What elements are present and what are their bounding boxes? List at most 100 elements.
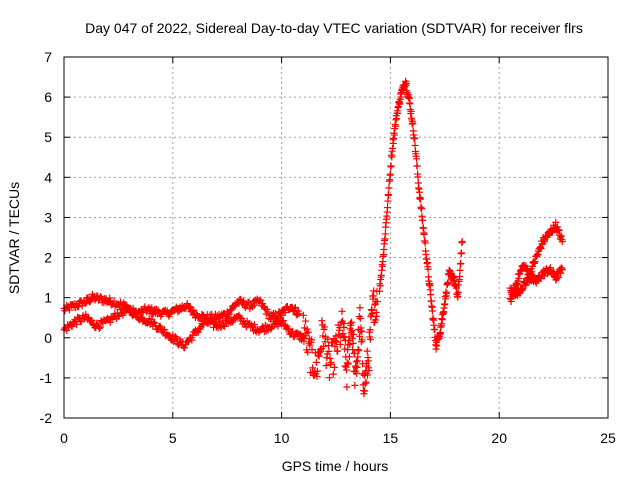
data-point xyxy=(358,328,366,336)
y-tick-label: 2 xyxy=(44,250,52,266)
data-point xyxy=(376,287,384,295)
data-point xyxy=(304,328,312,336)
data-point xyxy=(240,297,248,305)
data-point xyxy=(343,359,351,367)
data-point xyxy=(331,343,339,351)
data-point xyxy=(415,188,423,196)
data-point xyxy=(364,357,372,365)
data-point xyxy=(271,309,279,317)
chart-title: Day 047 of 2022, Sidereal Day-to-day VTE… xyxy=(85,20,583,36)
x-tick-label: 25 xyxy=(600,430,616,446)
data-point xyxy=(366,335,374,343)
data-point xyxy=(373,312,381,320)
data-point xyxy=(68,323,76,331)
data-point xyxy=(427,291,435,299)
data-point xyxy=(330,363,338,371)
data-point xyxy=(432,345,440,353)
x-tick-label: 5 xyxy=(169,430,177,446)
data-point xyxy=(312,358,320,366)
data-point xyxy=(373,298,381,306)
data-point xyxy=(345,353,353,361)
data-point xyxy=(450,274,458,282)
data-point xyxy=(308,336,316,344)
data-point xyxy=(349,339,357,347)
y-tick-label: -1 xyxy=(40,370,53,386)
data-point xyxy=(333,338,341,346)
data-point xyxy=(133,310,141,318)
data-point xyxy=(343,383,351,391)
data-point xyxy=(537,245,545,253)
data-point xyxy=(319,343,327,351)
data-point xyxy=(334,347,342,355)
data-point xyxy=(389,144,397,152)
data-point xyxy=(391,122,399,130)
data-point xyxy=(402,79,410,87)
data-point xyxy=(433,342,441,350)
data-point xyxy=(444,278,452,286)
data-point xyxy=(381,230,389,238)
data-point xyxy=(346,341,354,349)
data-point xyxy=(420,230,428,238)
data-point xyxy=(324,335,332,343)
data-point xyxy=(172,334,180,342)
data-point xyxy=(385,191,393,199)
data-point xyxy=(385,184,393,192)
data-point xyxy=(250,301,258,309)
data-point xyxy=(456,266,464,274)
data-point xyxy=(326,354,334,362)
data-point xyxy=(442,295,450,303)
data-point xyxy=(354,346,362,354)
y-tick-label: -2 xyxy=(40,410,53,426)
data-point xyxy=(348,335,356,343)
data-point xyxy=(407,107,415,115)
data-point xyxy=(291,305,299,313)
data-point xyxy=(365,367,373,375)
data-point xyxy=(428,307,436,315)
data-point xyxy=(348,327,356,335)
data-point xyxy=(299,311,307,319)
data-point xyxy=(356,314,364,322)
data-point xyxy=(172,333,180,341)
data-point xyxy=(343,366,351,374)
data-point xyxy=(278,311,286,319)
data-point xyxy=(161,326,169,334)
data-point xyxy=(314,367,322,375)
data-point xyxy=(361,380,369,388)
data-point xyxy=(419,216,427,224)
data-point xyxy=(417,195,425,203)
data-point xyxy=(357,338,365,346)
data-point xyxy=(308,346,316,354)
y-tick-label: 5 xyxy=(44,129,52,145)
data-point xyxy=(418,205,426,213)
data-point xyxy=(411,134,419,142)
x-tick-label: 20 xyxy=(491,430,507,446)
data-point xyxy=(95,324,103,332)
data-point xyxy=(215,318,223,326)
x-axis-label: GPS time / hours xyxy=(282,458,389,474)
data-point xyxy=(558,266,566,274)
data-point xyxy=(431,325,439,333)
axis-ticks: 0 5 10 15 20 25 -2 -1 0 1 2 3 4 5 6 7 xyxy=(40,49,616,446)
data-point xyxy=(327,359,335,367)
data-point xyxy=(303,325,311,333)
data-point xyxy=(106,294,114,302)
data-point xyxy=(291,303,299,311)
data-point xyxy=(456,273,464,281)
data-point xyxy=(386,170,394,178)
data-point xyxy=(340,323,348,331)
data-point xyxy=(277,312,285,320)
x-tick-label: 0 xyxy=(60,430,68,446)
data-point xyxy=(356,332,364,340)
data-point xyxy=(364,371,372,379)
data-point xyxy=(411,141,419,149)
y-tick-label: 0 xyxy=(44,330,52,346)
data-point xyxy=(361,387,369,395)
y-tick-label: 6 xyxy=(44,89,52,105)
data-point xyxy=(188,336,196,344)
data-point xyxy=(201,314,209,322)
y-axis-label: SDTVAR / TECUs xyxy=(6,182,22,294)
data-point xyxy=(352,358,360,366)
data-point xyxy=(424,265,432,273)
data-point xyxy=(387,162,395,170)
